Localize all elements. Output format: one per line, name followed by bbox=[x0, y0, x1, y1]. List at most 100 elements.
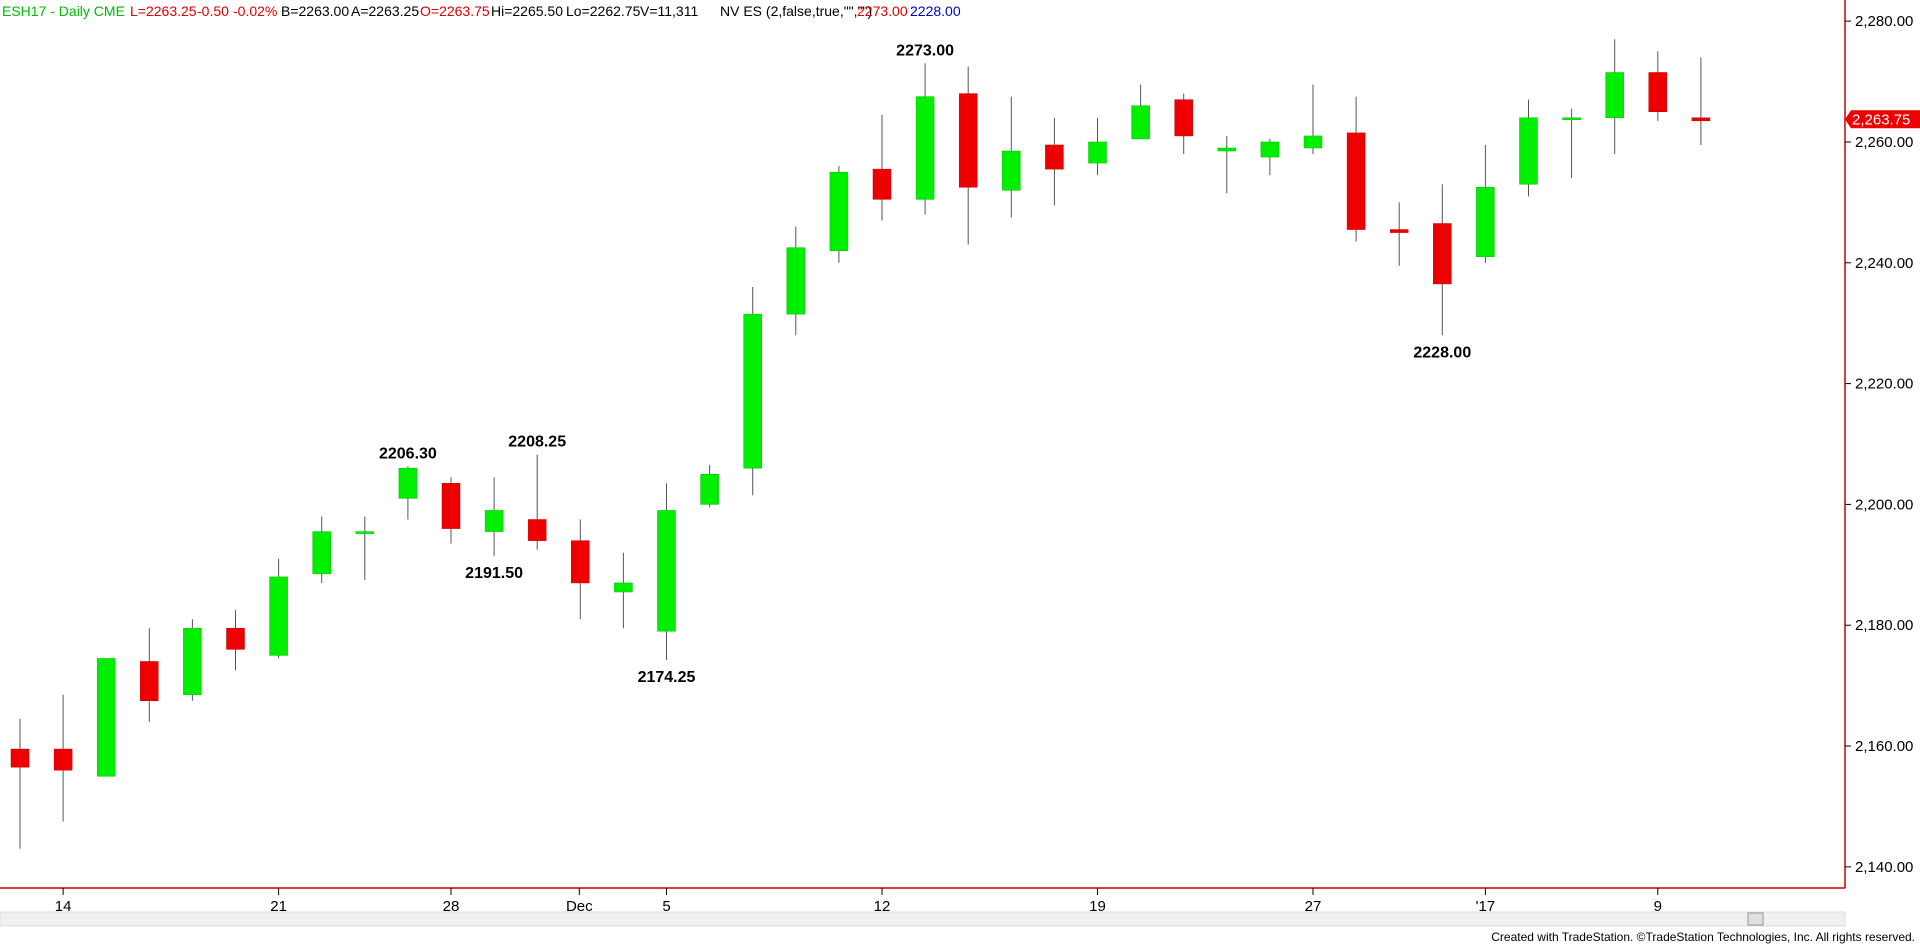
candle-body bbox=[1045, 144, 1064, 170]
candle bbox=[1476, 144, 1495, 263]
candle bbox=[1303, 84, 1323, 155]
price-annotation: 2191.50 bbox=[465, 565, 523, 582]
candle bbox=[96, 658, 116, 777]
candle-body bbox=[700, 473, 719, 505]
time-scrollbar[interactable] bbox=[0, 911, 1846, 927]
candle-body bbox=[1562, 117, 1581, 121]
candle-body bbox=[1260, 141, 1280, 158]
candle-body bbox=[53, 748, 73, 771]
candle-body bbox=[1303, 135, 1323, 149]
candle bbox=[786, 226, 806, 336]
candle-body bbox=[355, 531, 375, 534]
candle bbox=[183, 619, 202, 701]
candle bbox=[1045, 117, 1064, 206]
current-price-label: 2,263.75 bbox=[1852, 111, 1910, 128]
y-tick-label: 2,160.00 bbox=[1855, 738, 1913, 755]
candle-body bbox=[571, 540, 590, 584]
candle-body bbox=[398, 467, 418, 499]
header-symbol: ESH17 - Daily CME bbox=[2, 3, 125, 19]
y-tick-label: 2,200.00 bbox=[1855, 496, 1913, 513]
candle-body bbox=[786, 247, 806, 315]
candle-body bbox=[1174, 99, 1193, 137]
x-tick-label: 28 bbox=[443, 898, 460, 915]
header-open: O=2263.75 bbox=[420, 3, 490, 19]
footer-copyright: Created with TradeStation. ©TradeStation… bbox=[1491, 930, 1915, 944]
candle-body bbox=[312, 531, 331, 575]
x-tick-label: 12 bbox=[874, 898, 891, 915]
candle-body bbox=[1389, 229, 1409, 233]
header-bar: ESH17 - Daily CME L=2263.25 -0.50 -0.02%… bbox=[2, 3, 961, 19]
price-annotation: 2228.00 bbox=[1413, 344, 1471, 361]
price-annotation: 2208.25 bbox=[508, 434, 566, 451]
candle-body bbox=[10, 748, 30, 768]
x-tick-label: 21 bbox=[270, 898, 287, 915]
candle bbox=[10, 718, 30, 849]
candle bbox=[614, 552, 633, 629]
candle-body bbox=[829, 171, 849, 251]
x-axis: 14 21 28 Dec 5 12 19 27 '17 9 bbox=[55, 888, 1662, 915]
y-axis: 2,280.00 2,260.00 2,240.00 2,220.00 2,200.00… bbox=[1845, 13, 1913, 876]
y-tick-label: 2,180.00 bbox=[1855, 617, 1913, 634]
candle bbox=[355, 516, 375, 580]
scrollbar-track[interactable] bbox=[0, 911, 1846, 927]
candle bbox=[1389, 202, 1409, 266]
candle-body bbox=[1433, 223, 1452, 285]
candle bbox=[1088, 117, 1107, 176]
candle-body bbox=[140, 661, 159, 701]
header-low: Lo=2262.75 bbox=[566, 3, 641, 19]
x-tick-label: Dec bbox=[566, 898, 593, 915]
candle-body bbox=[527, 519, 547, 541]
candle bbox=[1691, 57, 1711, 145]
y-tick-label: 2,240.00 bbox=[1855, 255, 1913, 272]
candle-body bbox=[872, 168, 892, 200]
candle bbox=[484, 477, 504, 556]
candle bbox=[1131, 84, 1150, 140]
candle-body bbox=[1605, 72, 1624, 119]
candle-body bbox=[1648, 72, 1668, 113]
x-tick-label: '17 bbox=[1476, 898, 1496, 915]
x-tick-label: 14 bbox=[55, 898, 72, 915]
candle-body bbox=[226, 627, 245, 650]
candle-body bbox=[657, 510, 676, 632]
candle-body bbox=[1088, 141, 1107, 164]
candle-body bbox=[269, 576, 288, 656]
price-annotation: 2174.25 bbox=[638, 669, 696, 686]
price-annotation: 2206.30 bbox=[379, 445, 437, 462]
candle bbox=[269, 558, 288, 659]
candle-body bbox=[743, 313, 762, 469]
candle bbox=[140, 628, 159, 722]
candle bbox=[1562, 108, 1581, 179]
candle bbox=[1519, 99, 1538, 197]
candle bbox=[657, 483, 676, 660]
candle-body bbox=[1476, 187, 1495, 257]
annotations: 2206.30 2208.25 2191.50 2174.25 2273.00 2228.… bbox=[379, 42, 1471, 686]
y-tick-label: 2,140.00 bbox=[1855, 859, 1913, 876]
header-study-val2: 2228.00 bbox=[910, 3, 961, 19]
candle bbox=[1174, 93, 1193, 155]
candle bbox=[527, 454, 547, 550]
candle-body bbox=[958, 93, 978, 188]
candle bbox=[958, 66, 978, 245]
candle-body bbox=[915, 96, 935, 200]
x-tick-label: 5 bbox=[662, 898, 670, 915]
candle bbox=[53, 694, 73, 822]
candle-body bbox=[1346, 132, 1366, 230]
price-annotation: 2273.00 bbox=[896, 42, 954, 59]
candle bbox=[743, 286, 762, 496]
candle bbox=[872, 114, 892, 221]
x-tick-label: 19 bbox=[1089, 898, 1106, 915]
candle bbox=[1002, 96, 1021, 218]
candle bbox=[226, 610, 245, 671]
candle-body bbox=[1217, 147, 1237, 152]
scrollbar-thumb[interactable] bbox=[1747, 912, 1764, 926]
candle-body bbox=[484, 510, 504, 532]
candle-body bbox=[183, 627, 202, 695]
candle bbox=[398, 466, 418, 520]
candle bbox=[1605, 39, 1624, 155]
candle-body bbox=[614, 582, 633, 593]
header-volume: V=11,311 bbox=[640, 3, 698, 19]
candle-body bbox=[1691, 117, 1711, 122]
y-tick-label: 2,280.00 bbox=[1855, 13, 1913, 30]
candle-body bbox=[441, 483, 461, 529]
